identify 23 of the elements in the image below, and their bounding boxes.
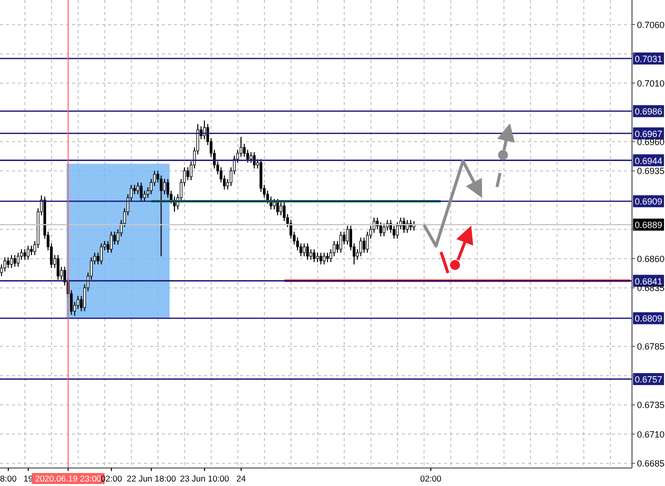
x-tick-label: 2020.06.19 23:00 xyxy=(35,474,102,484)
y-tick-label: 0.6685 xyxy=(637,458,665,469)
y-tick-label: 0.7010 xyxy=(637,78,665,88)
y-tick-label: 0.7060 xyxy=(637,20,665,30)
ref-line-label: 0.6757 xyxy=(634,374,662,385)
y-tick-label: 0.6960 xyxy=(637,136,665,147)
x-tick-label: 02:00 xyxy=(420,474,442,484)
ref-line-label: 0.6967 xyxy=(634,128,662,139)
y-tick-label: 0.6860 xyxy=(637,254,665,264)
x-tick-label: 8:00 xyxy=(0,474,17,484)
ref-line-label: 0.7031 xyxy=(634,54,662,64)
y-tick-label: 0.6935 xyxy=(637,166,665,176)
x-tick-label: 24 xyxy=(236,474,246,484)
ref-line-label: 0.6889 xyxy=(634,220,662,230)
ref-line-label: 0.6809 xyxy=(634,314,662,324)
y-tick-label: 0.6710 xyxy=(637,429,665,440)
ref-line-label: 0.6986 xyxy=(634,106,662,117)
y-tick-label: 0.6735 xyxy=(637,400,665,410)
y-tick-label: 0.6785 xyxy=(637,342,665,352)
ref-line-label: 0.6909 xyxy=(634,196,662,207)
x-tick-label: 22 Jun 18:00 xyxy=(126,474,176,484)
ref-line-label: 0.6944 xyxy=(634,156,662,166)
x-tick-label: 23 Jun 10:00 xyxy=(180,474,230,484)
